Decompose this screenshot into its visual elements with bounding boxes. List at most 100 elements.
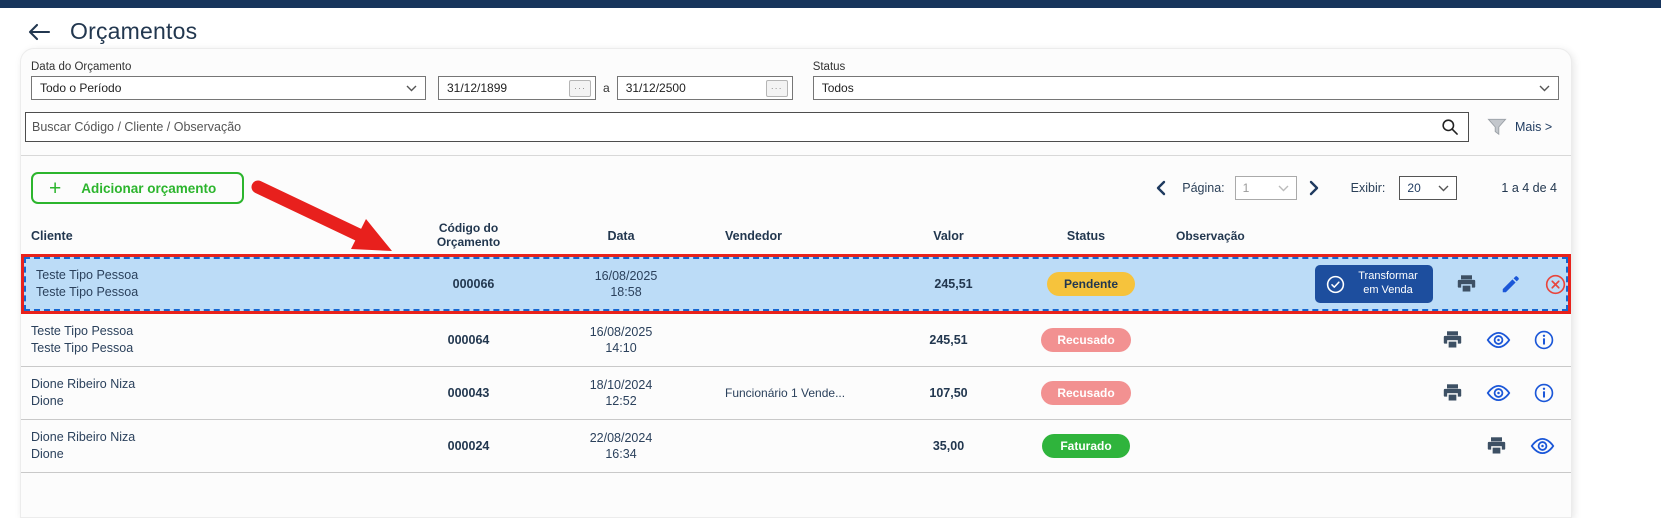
cell-codigo: 000024 [447,439,490,453]
view-button[interactable] [1486,383,1511,403]
date-from-input[interactable]: 31/12/1899 ··· [438,76,596,100]
cell-data: 18/10/2024 12:52 [589,377,653,408]
page-label: Página: [1182,181,1225,195]
more-filters-label: Mais > [1515,120,1553,134]
print-button[interactable] [1441,382,1464,404]
cell-status: Pendente [1011,272,1171,296]
cell-codigo: 000043 [447,386,490,400]
pagination: Página: 1 Exibir: 20 1 a 4 de 4 [1154,176,1557,200]
print-button[interactable] [1455,273,1478,295]
filter-funnel-icon [1487,118,1507,136]
chevron-down-icon [406,85,417,91]
cell-cliente: Dione Ribeiro Niza Dione [31,377,136,408]
eye-icon [1530,437,1555,455]
printer-icon [1487,437,1506,455]
chevron-down-icon [1438,185,1449,191]
page-select-value: 1 [1242,181,1250,195]
status-badge: Faturado [1042,434,1130,458]
add-quote-button[interactable]: + Adicionar orçamento [31,172,245,204]
page-select[interactable]: 1 [1234,176,1297,200]
next-page-button[interactable] [1307,179,1325,197]
info-button[interactable] [1533,329,1555,351]
search-box[interactable] [25,112,1469,142]
table-row[interactable]: Teste Tipo Pessoa Teste Tipo Pessoa 0000… [24,257,1568,311]
table-row[interactable]: Dione Ribeiro Niza Dione 000024 22/08/20… [21,420,1571,473]
column-codigo: Código do Orçamento [436,221,501,249]
transform-to-sale-button[interactable]: Transformar em Venda [1315,265,1433,303]
status-badge: Recusado [1041,328,1131,352]
period-select[interactable]: Todo o Período [31,76,426,100]
period-select-value: Todo o Período [40,81,122,95]
page-size-select[interactable]: 20 [1399,176,1458,200]
date-from-value: 31/12/1899 [447,81,508,95]
chevron-right-icon [1309,180,1318,196]
cancel-button[interactable] [1544,273,1567,296]
check-circle-icon [1326,275,1345,293]
info-button[interactable] [1533,382,1555,404]
status-badge: Recusado [1041,381,1131,405]
back-arrow-icon [28,23,51,40]
filters-bar: Data do Orçamento Todo o Período 31/12/1… [21,49,1571,100]
cell-status: Recusado [1006,328,1166,352]
cell-data: 16/08/2025 14:10 [589,324,653,355]
row-actions [1306,329,1571,351]
cell-data: 16/08/2025 18:58 [594,268,658,299]
table-row[interactable]: Teste Tipo Pessoa Teste Tipo Pessoa 0000… [21,314,1571,367]
column-data: Data [607,229,635,243]
transform-to-sale-label: Transformar em Venda [1358,270,1418,296]
cell-cliente: Teste Tipo Pessoa Teste Tipo Pessoa [36,268,139,299]
print-button[interactable] [1441,329,1464,351]
cell-valor: 245,51 [929,333,968,347]
status-select-value: Todos [821,81,854,95]
search-input[interactable] [32,120,1440,134]
page-size-label: Exibir: [1350,181,1386,195]
table-header: Cliente Código do Orçamento Data Vendedo… [21,218,1571,254]
printer-icon [1457,275,1476,293]
search-icon[interactable] [1440,117,1460,137]
row-actions [1306,435,1571,457]
column-observacao: Observação [1176,229,1245,243]
chevron-down-icon [1539,85,1550,91]
cell-status: Recusado [1006,381,1166,405]
status-select[interactable]: Todos [812,76,1559,100]
calendar-icon[interactable]: ··· [765,79,788,97]
eye-icon [1486,331,1511,349]
printer-icon [1443,331,1462,349]
plus-icon: + [49,176,62,200]
calendar-icon[interactable]: ··· [569,79,591,97]
print-button[interactable] [1485,435,1508,457]
view-button[interactable] [1486,330,1511,350]
edit-button[interactable] [1500,273,1522,295]
cell-codigo: 000066 [452,277,495,291]
table-row[interactable]: Dione Ribeiro Niza Dione 000043 18/10/20… [21,367,1571,420]
page-header: Orçamentos [0,8,1661,51]
date-to-value: 31/12/2500 [625,81,686,95]
status-filter-label: Status [812,61,846,73]
date-filter-label: Data do Orçamento [31,61,132,73]
row-actions: Transformar em Venda [1311,265,1583,303]
status-badge: Pendente [1047,272,1135,296]
cell-status: Faturado [1006,434,1166,458]
row-actions [1306,382,1571,404]
chevron-down-icon [1278,185,1289,191]
back-button[interactable] [26,19,52,45]
column-status: Status [1066,229,1106,243]
add-quote-label: Adicionar orçamento [81,180,217,196]
more-filters[interactable]: Mais > [1487,118,1552,136]
info-circle-icon [1534,330,1554,350]
page-size-value: 20 [1407,181,1421,195]
column-valor: Valor [933,229,964,243]
cell-codigo: 000064 [447,333,490,347]
info-circle-icon [1534,383,1554,403]
eye-icon [1486,384,1511,402]
date-range-separator: a [603,81,610,95]
cell-vendedor: Funcionário 1 Vende... [725,386,846,400]
page-title: Orçamentos [70,18,198,44]
highlight-red-border: Teste Tipo Pessoa Teste Tipo Pessoa 0000… [21,254,1571,314]
prev-page-button[interactable] [1154,179,1172,197]
search-bar: Mais > [21,100,1571,142]
date-to-input[interactable]: 31/12/2500 ··· [616,76,793,100]
cell-valor: 245,51 [934,277,973,291]
view-button[interactable] [1530,436,1555,456]
chevron-left-icon [1157,180,1166,196]
